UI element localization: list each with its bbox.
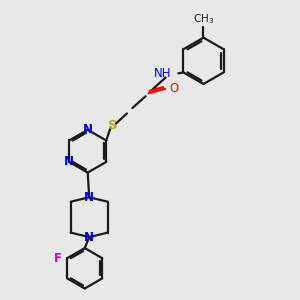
- Text: N: N: [83, 123, 93, 136]
- Text: S: S: [108, 119, 118, 132]
- Text: N: N: [84, 191, 94, 204]
- Text: CH$_3$: CH$_3$: [193, 12, 214, 26]
- Text: O: O: [169, 82, 179, 95]
- Text: N: N: [64, 155, 74, 168]
- Text: NH: NH: [153, 68, 171, 80]
- Text: N: N: [84, 231, 94, 244]
- Text: F: F: [54, 252, 62, 265]
